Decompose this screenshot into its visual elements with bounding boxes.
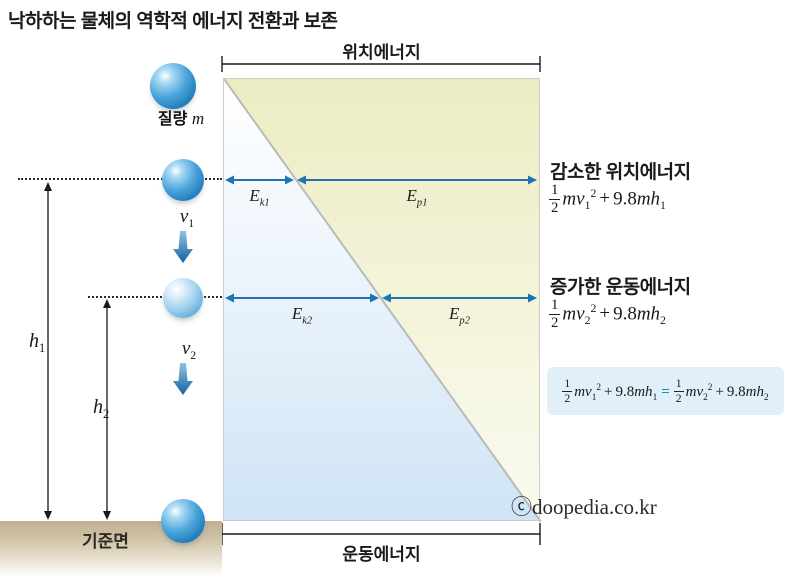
bottom-bracket — [221, 523, 541, 545]
kinetic-energy-axis-label: 운동에너지 — [342, 545, 421, 564]
v1-label: v1 — [179, 206, 195, 230]
ek1-double-arrow — [225, 175, 294, 185]
v1-down-arrow-icon — [173, 231, 193, 263]
ep2-double-arrow — [382, 293, 537, 303]
ball-position1 — [162, 159, 204, 201]
decreased-pe-formula: 1 2 mv12 +9.8mh1 — [549, 182, 666, 216]
v2-down-arrow-icon — [173, 363, 193, 395]
diagonal-divider-line — [224, 79, 541, 522]
ep1-double-arrow — [297, 175, 537, 185]
h2-double-arrow — [103, 299, 111, 520]
watermark: ⓒdoopedia.co.kr — [511, 495, 657, 519]
h1-double-arrow — [44, 182, 52, 520]
increased-ke-heading: 증가한 운동에너지 — [550, 277, 691, 298]
v2-label: v2 — [181, 338, 197, 362]
potential-energy-axis-label: 위치에너지 — [342, 43, 421, 62]
ep2-label: Ep2 — [449, 304, 470, 327]
page-title: 낙하하는 물체의 역학적 에너지 전환과 보존 — [8, 11, 338, 32]
ek2-double-arrow — [225, 293, 379, 303]
ground-label: 기준면 — [82, 532, 129, 551]
ball-position2 — [163, 278, 203, 318]
h1-label: h1 — [29, 330, 46, 355]
conservation-equation-box: 1 2 mv12 +9.8mh1 = 1 2 mv22 +9.8mh2 — [547, 367, 784, 415]
ek2-label: Ek2 — [291, 304, 313, 327]
h2-label: h2 — [93, 396, 110, 421]
ek1-label: Ek1 — [249, 186, 270, 209]
top-bracket — [221, 56, 541, 72]
decreased-pe-heading: 감소한 위치에너지 — [550, 162, 691, 183]
ball-top — [150, 63, 196, 109]
conservation-equation: 1 2 mv12 +9.8mh1 = 1 2 mv22 +9.8mh2 — [562, 376, 769, 405]
increased-ke-formula: 1 2 mv22 +9.8mh2 — [549, 297, 666, 331]
energy-box — [223, 78, 541, 522]
height1-dotted-line — [18, 178, 222, 180]
mass-label: 질량 m — [157, 109, 205, 128]
ep1-label: Ep1 — [406, 186, 428, 209]
ball-ground — [161, 499, 205, 543]
height2-dotted-line — [88, 296, 222, 298]
